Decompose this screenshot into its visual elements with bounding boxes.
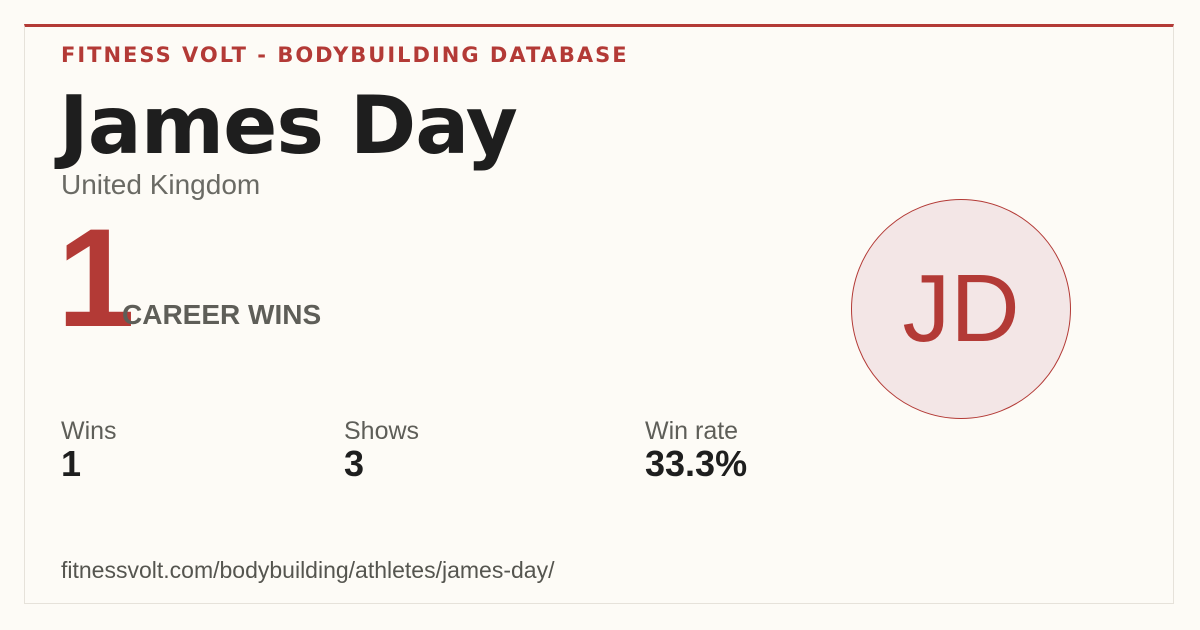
stat-label: Shows xyxy=(344,417,420,445)
stat: Wins 1 xyxy=(61,417,117,482)
country: United Kingdom xyxy=(61,169,261,200)
card: FITNESS VOLT - BODYBUILDING DATABASE Jam… xyxy=(24,24,1174,604)
avatar: JD xyxy=(851,199,1071,419)
hero-label: CAREER WINS xyxy=(122,299,322,330)
footer-url: fitnessvolt.com/bodybuilding/athletes/ja… xyxy=(61,557,555,583)
stat: Win rate 33.3% xyxy=(645,417,747,482)
stat-value: 33.3% xyxy=(645,443,748,484)
stat-value: 1 xyxy=(61,443,82,484)
brand: FITNESS VOLT - BODYBUILDING DATABASE xyxy=(61,43,629,67)
stat-label: Wins xyxy=(61,417,117,445)
athlete-name: James Day xyxy=(59,79,518,172)
stat: Shows 3 xyxy=(344,417,419,482)
stat-label: Win rate xyxy=(645,417,739,445)
hero-number: 1 xyxy=(57,199,135,356)
stat-value: 3 xyxy=(344,443,365,484)
